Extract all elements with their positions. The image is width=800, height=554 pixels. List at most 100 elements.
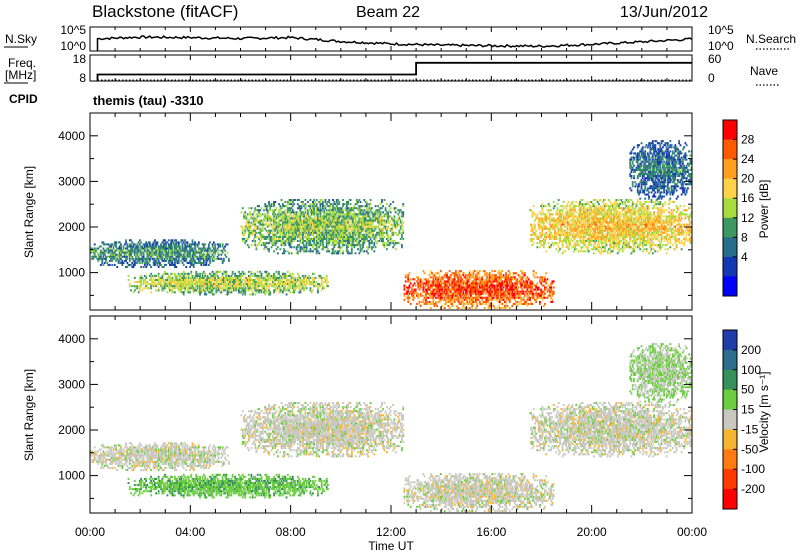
power-cell xyxy=(360,209,363,212)
power-cell xyxy=(260,291,263,294)
power-cell xyxy=(273,217,275,220)
power-cell xyxy=(279,289,282,292)
power-cell xyxy=(251,223,254,226)
power-cell xyxy=(308,215,311,218)
power-cell xyxy=(299,283,302,286)
power-cell xyxy=(512,292,515,295)
power-cell xyxy=(161,274,164,277)
power-cell xyxy=(360,237,363,240)
power-cell xyxy=(312,211,314,214)
power-cell xyxy=(137,251,140,254)
power-cell xyxy=(508,290,511,293)
power-cell xyxy=(500,286,502,289)
power-cell xyxy=(204,281,206,284)
power-cell xyxy=(239,274,242,277)
power-cell xyxy=(101,257,104,260)
power-cell xyxy=(244,287,247,290)
power-cell xyxy=(264,293,267,296)
power-cell xyxy=(302,227,304,230)
power-cell xyxy=(148,241,151,244)
power-cell xyxy=(394,231,397,234)
power-cell xyxy=(256,235,259,238)
power-cell xyxy=(541,296,544,299)
power-cell xyxy=(338,235,341,238)
power-cell xyxy=(347,242,349,245)
power-cell xyxy=(401,213,403,216)
power-cell xyxy=(318,227,321,230)
power-cell xyxy=(299,221,302,224)
power-cell xyxy=(472,286,475,289)
power-cell xyxy=(495,288,497,291)
power-cell xyxy=(427,278,430,281)
power-cell xyxy=(526,296,529,299)
power-cell xyxy=(376,242,378,245)
power-cell xyxy=(318,235,321,238)
power-cell xyxy=(156,255,159,258)
power-cell xyxy=(177,247,180,250)
power-cell xyxy=(315,252,318,255)
power-cell xyxy=(288,283,291,286)
power-cell xyxy=(303,217,306,220)
power-cell xyxy=(531,282,534,285)
power-cell xyxy=(181,249,184,252)
power-cell xyxy=(260,283,263,286)
power-cell xyxy=(281,274,284,277)
power-cell xyxy=(471,280,474,283)
power-cell xyxy=(379,211,382,214)
power-cell xyxy=(399,231,402,234)
power-cell xyxy=(140,276,143,279)
power-cell xyxy=(268,287,270,290)
power-cell xyxy=(309,289,312,292)
power-cell xyxy=(180,279,183,282)
power-cell xyxy=(335,242,338,245)
power-cell xyxy=(365,219,368,222)
power-cell xyxy=(374,240,377,243)
power-cell xyxy=(264,213,267,216)
power-cell xyxy=(329,233,332,236)
power-cell xyxy=(225,243,228,246)
power-cell xyxy=(449,290,452,293)
power-cell xyxy=(288,209,291,212)
power-cell xyxy=(328,250,331,253)
power-cell xyxy=(423,278,426,281)
power-cell xyxy=(199,257,201,260)
power-cell xyxy=(537,296,540,299)
power-cell xyxy=(319,231,322,234)
power-cell xyxy=(471,274,474,277)
power-cell xyxy=(368,244,371,247)
power-cell xyxy=(115,253,117,256)
power-cell xyxy=(531,284,534,287)
power-cell xyxy=(339,207,342,210)
power-cell xyxy=(125,266,127,269)
power-cell xyxy=(446,276,449,279)
power-cell xyxy=(447,294,450,297)
power-cell xyxy=(551,290,554,293)
power-cell xyxy=(338,246,341,249)
power-cell xyxy=(283,283,285,286)
power-cell xyxy=(497,286,500,289)
power-cell xyxy=(324,231,327,234)
power-cell xyxy=(228,289,230,292)
power-cell xyxy=(449,298,452,301)
power-cell xyxy=(177,243,180,246)
power-cell xyxy=(142,247,145,250)
power-cell xyxy=(180,255,183,258)
power-cell xyxy=(486,282,489,285)
power-cell xyxy=(532,272,535,275)
power-cell xyxy=(246,237,249,240)
power-cell xyxy=(522,302,525,305)
power-cell xyxy=(384,227,387,230)
power-cell xyxy=(507,288,510,291)
power-cell xyxy=(240,289,243,292)
power-cell xyxy=(235,283,238,286)
power-cell xyxy=(483,272,486,275)
power-cell xyxy=(165,259,168,262)
power-cell xyxy=(241,207,244,210)
power-cell xyxy=(253,237,255,240)
power-cell xyxy=(367,223,370,226)
power-cell xyxy=(330,217,333,220)
power-cell xyxy=(244,293,247,296)
power-cell xyxy=(161,266,164,269)
power-cell xyxy=(207,281,210,284)
power-cell xyxy=(313,219,316,222)
